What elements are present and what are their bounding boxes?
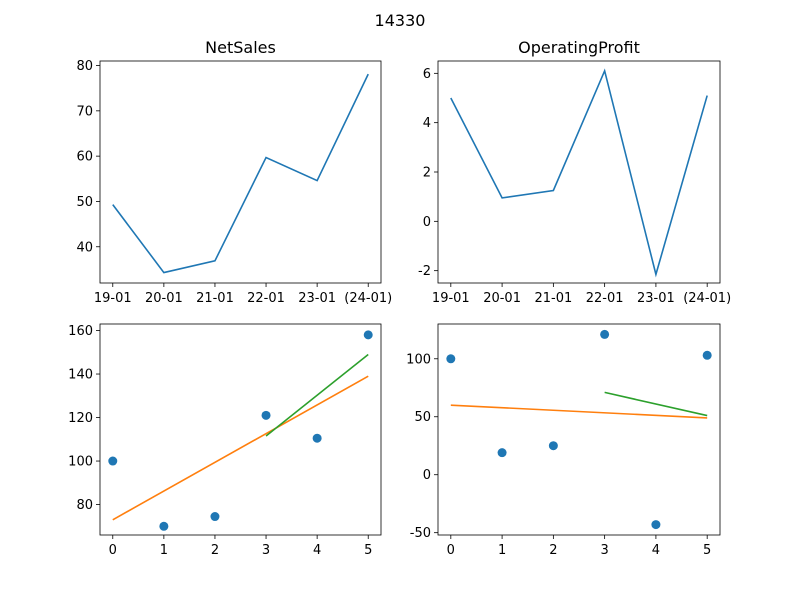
y-tick-label: 140 — [68, 368, 93, 383]
y-tick-label: -50 — [410, 526, 431, 541]
chart-operatingprofit: OperatingProfit -2 0 2 4 6 19-01 20-01 21-01 22-0… — [418, 38, 731, 306]
y-tick-label: 160 — [68, 324, 93, 339]
scatter-point — [497, 448, 507, 458]
x-tick-label: (24-01) — [683, 291, 731, 306]
x-tick-label: 23-01 — [637, 291, 675, 306]
y-tick-label: 4 — [423, 116, 431, 131]
axes-frame — [437, 323, 721, 536]
y-tick-label: 2 — [423, 166, 431, 181]
trend-line — [450, 404, 708, 419]
y-tick-label: 50 — [414, 410, 431, 425]
scatter-point — [159, 521, 169, 531]
x-tick-label: 1 — [160, 543, 168, 558]
x-tick-label: 4 — [313, 543, 321, 558]
x-tick-label: (24-01) — [344, 291, 392, 306]
x-tick-label: 0 — [109, 543, 117, 558]
y-tick-label: 80 — [76, 59, 93, 74]
series-line — [450, 68, 708, 278]
y-tick-label: 120 — [68, 411, 93, 426]
x-tick-label: 3 — [262, 543, 270, 558]
scatter-point — [548, 441, 558, 451]
scatter-point — [312, 433, 322, 443]
y-tick-label: 100 — [406, 352, 431, 367]
y-tick-label: 0 — [423, 468, 431, 483]
x-tick-label: 20-01 — [145, 291, 183, 306]
chart-operatingprofit-scatter: -50 0 50 100 0 1 2 3 4 5 — [406, 323, 721, 558]
axes-frame — [99, 323, 382, 536]
x-tick-label: 21-01 — [196, 291, 234, 306]
trend-line — [265, 353, 369, 437]
trend-line — [604, 391, 708, 417]
x-tick-label: 20-01 — [483, 291, 521, 306]
axes-frame — [437, 60, 721, 284]
scatter-point — [261, 410, 271, 420]
trend-line — [112, 375, 369, 521]
chart-title: NetSales — [205, 38, 276, 57]
scatter-point — [600, 329, 610, 339]
scatter-point — [446, 354, 456, 364]
axes-frame — [99, 60, 382, 284]
chart-title: OperatingProfit — [518, 38, 640, 57]
y-tick-label: -2 — [418, 264, 431, 279]
y-tick-label: 6 — [423, 67, 431, 82]
y-tick-label: 70 — [76, 104, 93, 119]
chart-netsales: NetSales 40 50 60 70 80 19-01 20-01 21-01 22-01 23… — [76, 38, 392, 306]
y-tick-label: 60 — [76, 150, 93, 165]
x-tick-label: 4 — [652, 543, 660, 558]
x-tick-label: 5 — [703, 543, 711, 558]
y-tick-label: 80 — [76, 498, 93, 513]
x-tick-label: 21-01 — [534, 291, 572, 306]
x-tick-label: 19-01 — [94, 291, 132, 306]
figure-suptitle: 14330 — [375, 11, 426, 30]
scatter-point — [108, 456, 118, 466]
scatter-point — [210, 512, 220, 522]
y-tick-label: 50 — [76, 195, 93, 210]
scatter-point — [702, 350, 712, 360]
x-tick-label: 0 — [447, 543, 455, 558]
x-tick-label: 2 — [211, 543, 219, 558]
chart-netsales-scatter: 80 100 120 140 160 0 1 2 3 4 5 — [68, 323, 382, 558]
scatter-point — [651, 520, 661, 530]
x-tick-label: 1 — [498, 543, 506, 558]
series-line — [112, 73, 369, 274]
x-tick-label: 22-01 — [247, 291, 285, 306]
x-tick-label: 22-01 — [586, 291, 624, 306]
x-tick-label: 5 — [364, 543, 372, 558]
y-tick-label: 40 — [76, 240, 93, 255]
y-tick-label: 0 — [423, 215, 431, 230]
y-tick-label: 100 — [68, 455, 93, 470]
x-tick-label: 2 — [549, 543, 557, 558]
x-tick-label: 3 — [600, 543, 608, 558]
x-tick-label: 19-01 — [432, 291, 470, 306]
scatter-point — [363, 330, 373, 340]
x-tick-label: 23-01 — [298, 291, 336, 306]
